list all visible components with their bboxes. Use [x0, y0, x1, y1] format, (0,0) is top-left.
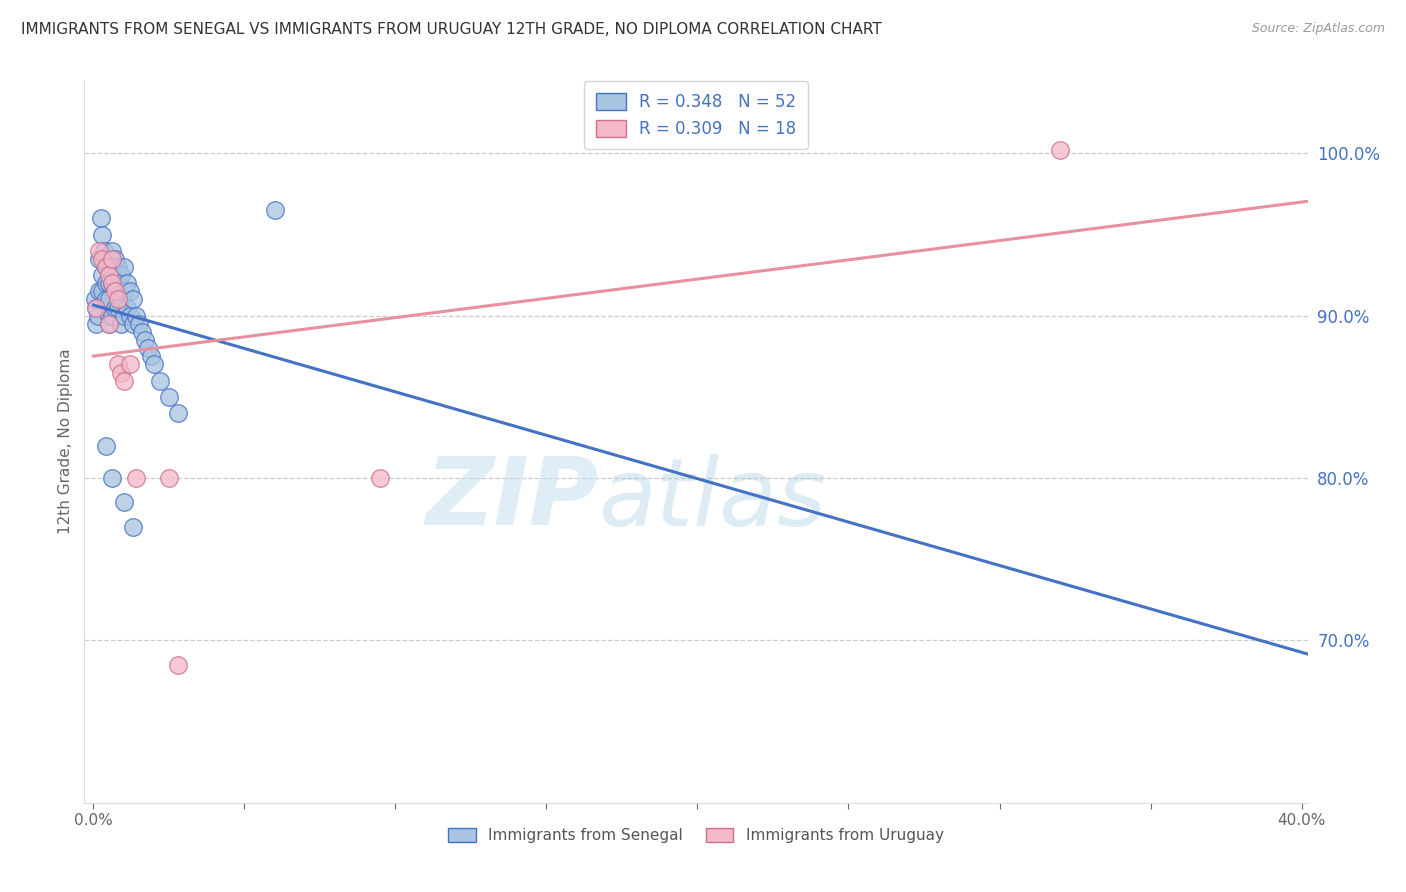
Point	[89, 252, 111, 266]
Point	[91, 227, 114, 242]
Point	[125, 309, 148, 323]
Point	[167, 657, 190, 672]
Point	[93, 244, 115, 258]
Point	[149, 374, 172, 388]
Point	[107, 260, 129, 274]
Point	[107, 301, 129, 315]
Point	[118, 285, 141, 299]
Point	[100, 277, 122, 291]
Point	[1049, 143, 1071, 157]
Point	[94, 277, 117, 291]
Point	[121, 293, 143, 307]
Point	[167, 406, 190, 420]
Y-axis label: 12th Grade, No Diploma: 12th Grade, No Diploma	[58, 349, 73, 534]
Point	[103, 301, 125, 315]
Point	[86, 301, 108, 315]
Point	[110, 268, 132, 282]
Point	[97, 317, 120, 331]
Point	[103, 285, 125, 299]
Point	[157, 471, 180, 485]
Point	[89, 285, 111, 299]
Point	[115, 301, 138, 315]
Point	[94, 260, 117, 274]
Point	[97, 309, 120, 323]
Point	[121, 317, 143, 331]
Point	[110, 317, 132, 331]
Point	[91, 252, 114, 266]
Point	[370, 471, 392, 485]
Text: Source: ZipAtlas.com: Source: ZipAtlas.com	[1251, 22, 1385, 36]
Text: atlas: atlas	[598, 454, 827, 545]
Point	[91, 268, 114, 282]
Point	[100, 260, 122, 274]
Point	[112, 309, 135, 323]
Point	[100, 277, 122, 291]
Text: IMMIGRANTS FROM SENEGAL VS IMMIGRANTS FROM URUGUAY 12TH GRADE, NO DIPLOMA CORREL: IMMIGRANTS FROM SENEGAL VS IMMIGRANTS FR…	[21, 22, 882, 37]
Point	[90, 211, 112, 226]
Point	[118, 358, 141, 372]
Point	[94, 260, 117, 274]
Point	[86, 317, 108, 331]
Point	[97, 260, 120, 274]
Point	[121, 520, 143, 534]
Point	[139, 349, 162, 363]
Legend: Immigrants from Senegal, Immigrants from Uruguay: Immigrants from Senegal, Immigrants from…	[443, 822, 949, 849]
Point	[263, 203, 285, 218]
Point	[97, 277, 120, 291]
Point	[100, 244, 122, 258]
Point	[103, 277, 125, 291]
Point	[112, 285, 135, 299]
Point	[94, 439, 117, 453]
Point	[107, 293, 129, 307]
Point	[97, 293, 120, 307]
Point	[100, 471, 122, 485]
Point	[110, 366, 132, 380]
Point	[136, 341, 159, 355]
Point	[142, 358, 165, 372]
Point	[115, 277, 138, 291]
Point	[100, 252, 122, 266]
Point	[112, 260, 135, 274]
Point	[157, 390, 180, 404]
Point	[110, 293, 132, 307]
Point	[84, 293, 107, 307]
Point	[125, 471, 148, 485]
Point	[91, 285, 114, 299]
Point	[131, 325, 153, 339]
Point	[112, 374, 135, 388]
Text: ZIP: ZIP	[425, 453, 598, 545]
Point	[100, 309, 122, 323]
Point	[97, 268, 120, 282]
Point	[107, 358, 129, 372]
Point	[94, 293, 117, 307]
Point	[86, 301, 108, 315]
Point	[89, 244, 111, 258]
Point	[87, 309, 110, 323]
Point	[107, 277, 129, 291]
Point	[118, 309, 141, 323]
Point	[103, 252, 125, 266]
Point	[112, 495, 135, 509]
Point	[97, 317, 120, 331]
Point	[128, 317, 150, 331]
Point	[134, 333, 156, 347]
